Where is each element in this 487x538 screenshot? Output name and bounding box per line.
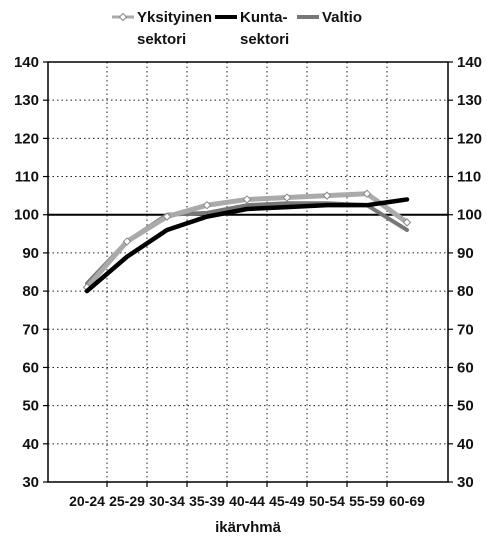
data-point [162,212,172,221]
x-axis-title: ikärvhmä [215,519,282,536]
y-tick-label-left: 90 [22,245,39,262]
x-tick-label: 55-59 [349,493,385,509]
data-point [282,193,292,202]
data-point [202,200,212,210]
y-tick-label-left: 40 [22,436,39,453]
y-tick-label-left: 110 [15,169,39,186]
y-tick-label-right: 80 [457,283,474,300]
y-tick-label-right: 40 [457,436,474,453]
data-point [242,195,252,204]
axes: 30 30 40 40 50 50 60 60 70 70 80 80 90 90 100 100 110 110… [14,54,482,509]
y-tick-label-right: 90 [457,245,474,262]
series-line [84,197,410,294]
y-tick-label-left: 80 [22,283,39,300]
y-tick-label-right: 140 [457,54,482,71]
legend: Yksityinen sektori Kunta-sektori Valtio [112,9,362,48]
y-tick-label-left: 60 [22,359,39,376]
data-point [122,237,132,246]
y-tick-label-right: 100 [457,207,482,224]
x-tick-label: 30-34 [149,493,185,509]
y-tick-label-right: 130 [457,92,482,109]
legend-label: Kunta- [240,9,288,26]
x-tick-label: 20-24 [69,493,105,509]
y-tick-label-right: 110 [457,169,481,186]
y-tick-label-right: 50 [457,398,474,415]
y-tick-label-left: 130 [14,92,39,109]
y-tick-label-right: 60 [457,359,474,376]
legend-label: Yksityinen [137,9,212,26]
y-tick-label-right: 70 [457,321,474,338]
series [48,189,448,294]
x-tick-label: 25-29 [109,493,145,509]
x-tick-label: 40-44 [229,493,265,509]
x-tick-label: 60-69 [389,493,425,509]
x-tick-label: 50-54 [309,493,345,509]
y-tick-label-left: 120 [14,130,39,147]
legend-marker [118,12,128,22]
y-tick-label-left: 30 [22,474,39,491]
y-tick-label-left: 140 [14,54,39,71]
x-tick-label: 45-49 [269,493,305,509]
plot-frame [47,61,449,483]
legend-label: sektori [137,31,186,48]
y-tick-label-right: 120 [457,130,482,147]
x-tick-label: 35-39 [189,493,225,509]
data-point [402,218,412,227]
legend-label: Valtio [322,9,362,26]
y-tick-label-left: 50 [22,398,39,415]
y-tick-label-right: 30 [457,474,474,491]
data-point [362,189,372,198]
legend-label: sektori [240,31,289,48]
data-point [322,191,332,200]
y-tick-label-left: 100 [14,207,39,224]
y-tick-label-left: 70 [22,321,39,338]
